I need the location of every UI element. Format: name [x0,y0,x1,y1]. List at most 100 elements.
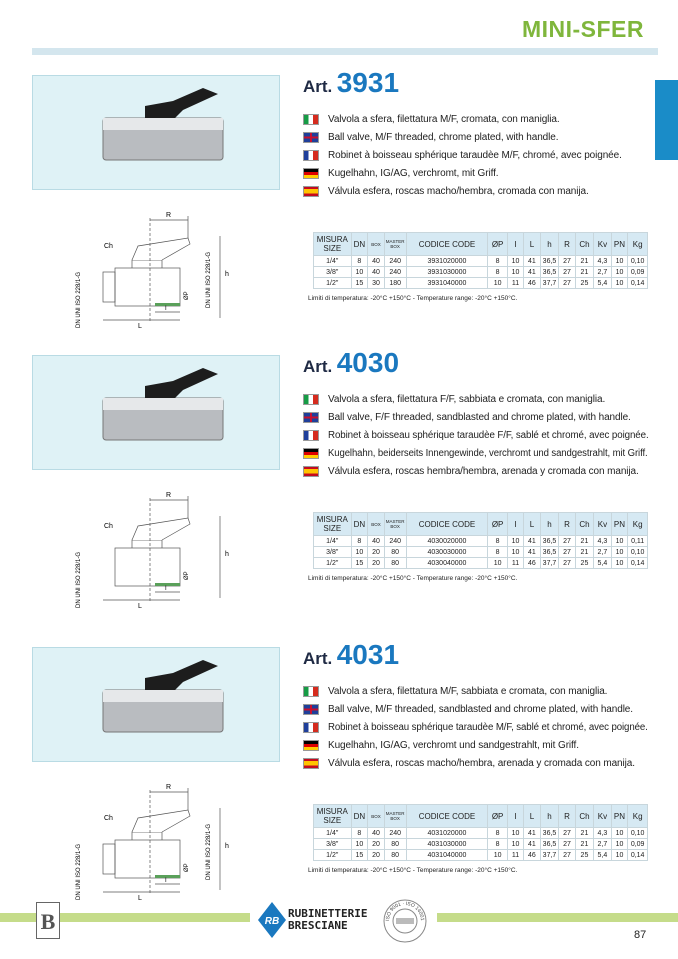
table-cell: 46 [523,849,541,861]
table-cell: 5,4 [593,277,612,289]
table-row: 3/8" 10 20 80 4030030000 8 10 41 36,5 27 21 2,7 10 0,… [313,546,648,558]
table-cell: 41 [523,827,541,839]
table-cell: 27 [558,266,576,278]
table-cell: 2,7 [593,266,612,278]
table-cell: 8 [487,255,508,267]
section-tab [655,80,678,160]
description-fr: Robinet à boisseau sphérique taraudèe F/… [303,426,649,444]
table-cell: 36,5 [539,266,560,278]
table-cell: 27 [558,535,576,547]
column-header: CODICE CODE [405,804,489,828]
table-cell: 10 [487,277,508,289]
dim-h: h [225,271,229,278]
table-cell: 3/8" [313,838,352,850]
description-text: Valvola a sfera, filettatura M/F, cromat… [328,113,560,125]
table-cell: 8 [487,827,508,839]
description-gb: Ball valve, M/F threaded, sandblasted an… [303,700,648,718]
table-cell: 27 [558,849,576,861]
dim-Ch: Ch [104,523,113,530]
table-cell: 10 [610,849,629,861]
table-row: 1/2" 15 30 180 3931040000 10 11 46 37,7 27 25 5,4 10… [313,277,648,289]
table-cell: 27 [558,557,576,569]
column-header: L [523,232,541,256]
table-cell: 3931020000 [405,255,489,267]
rb-diamond-icon: RB [258,902,286,938]
table-cell: 10 [487,557,508,569]
column-header: PN [610,512,629,536]
dim-I: I [165,878,167,884]
table-cell: 10 [610,277,629,289]
dim-I: I [165,586,167,592]
dim-OP: ØP [184,291,190,300]
table-cell: 10 [506,255,525,267]
temperature-note: Limiti di temperatura: -20°C +150°C - Te… [308,575,518,582]
descriptions: Valvola a sfera, filettatura M/F, cromat… [303,110,648,200]
dim-R: R [166,492,171,499]
dim-I: I [165,306,167,312]
table-cell: 4,3 [593,535,612,547]
table-cell: 46 [523,557,541,569]
column-header: BOX [367,804,385,828]
column-header: ØP [487,512,508,536]
table-cell: 1/4" [313,535,352,547]
column-header: MISURA SIZE [313,804,352,828]
table-cell: 11 [506,849,525,861]
table-cell: 21 [574,255,595,267]
table-cell: 15 [350,849,369,861]
product-photo [32,647,280,762]
table-row: 3/8" 10 20 80 4031030000 8 10 41 36,5 27 21 2,7 10 0,… [313,838,648,850]
article-section-3931: Art. 3931 Valvola a sfera, filettatura M… [0,67,678,352]
description-es: Válvula esfera, roscas macho/hembra, are… [303,754,648,772]
table-cell: 10 [506,535,525,547]
table-cell: 10 [350,838,369,850]
description-es: Válvula esfera, roscas hembra/hembra, ar… [303,462,648,480]
article-section-4030: Art. 4030 Valvola a sfera, filettatura F… [0,347,678,632]
dim-L: L [138,323,142,330]
column-header: Ch [574,512,595,536]
description-text: Válvula esfera, roscas macho/hembra, are… [328,757,635,769]
table-cell: 27 [558,827,576,839]
column-header: h [539,512,560,536]
table-cell: 10 [610,266,629,278]
table-cell: 27 [558,838,576,850]
table-row: 1/2" 15 20 80 4030040000 10 11 46 37,7 27 25 5,4 10 0… [313,557,648,569]
flag-de-icon [303,167,319,179]
column-header: CODICE CODE [405,512,489,536]
description-es: Válvula esfera, roscas macho/hembra, cro… [303,182,648,200]
table-cell: 240 [383,255,407,267]
dim-OP: ØP [184,863,190,872]
description-de: Kugelhahn, IG/AG, verchromt, mit Griff. [303,164,648,182]
table-cell: 25 [574,277,595,289]
table-cell: 1/4" [313,827,352,839]
article-title: Art. 4031 [303,639,399,671]
dim-h: h [225,551,229,558]
table-cell: 41 [523,266,541,278]
table-cell: 80 [383,838,407,850]
table-cell: 10 [610,557,629,569]
temperature-note: Limiti di temperatura: -20°C +150°C - Te… [308,867,518,874]
bosoni-logo: B [36,902,60,939]
flag-fr-icon [303,721,319,733]
description-gb: Ball valve, M/F threaded, chrome plated,… [303,128,648,146]
column-header: Kv [593,804,612,828]
table-cell: 0,09 [627,838,648,850]
table-cell: 25 [574,557,595,569]
table-cell: 3/8" [313,546,352,558]
table-cell: 15 [350,277,369,289]
table-cell: 40 [367,266,385,278]
temperature-note: Limiti di temperatura: -20°C +150°C - Te… [308,295,518,302]
table-cell: 27 [558,277,576,289]
dim-Ch: Ch [104,815,113,822]
table-cell: 10 [610,535,629,547]
table-cell: 1/4" [313,255,352,267]
table-cell: 4,3 [593,255,612,267]
table-cell: 80 [383,849,407,861]
header-bar [32,48,658,55]
art-number: 4030 [336,347,400,378]
table-cell: 36,5 [539,546,560,558]
description-text: Robinet à boisseau sphérique taraudèe M/… [328,721,648,733]
table-cell: 0,10 [627,827,648,839]
std-label: DN UNI ISO 228/1-G [76,272,82,328]
table-cell: 0,09 [627,266,648,278]
description-text: Valvola a sfera, filettatura M/F, sabbia… [328,685,608,697]
